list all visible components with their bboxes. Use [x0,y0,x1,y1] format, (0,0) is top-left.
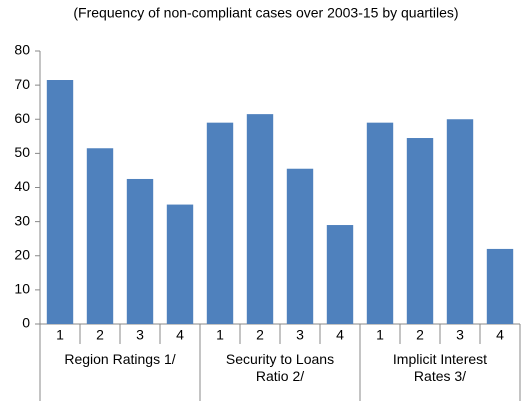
x-tick-label: 1 [56,327,64,343]
group-label: Region Ratings 1/ [64,351,176,367]
x-tick-label: 4 [496,327,504,343]
x-tick-label: 4 [336,327,344,343]
y-tick-label: 70 [14,76,30,92]
y-tick-label: 60 [14,110,30,126]
x-tick-label: 3 [136,327,144,343]
y-tick-label: 80 [14,42,30,58]
bar [206,122,234,324]
y-tick-label: 10 [14,281,30,297]
bar [406,138,434,324]
group-label: Implicit Interest Rates 3/ [392,351,488,384]
bar [326,225,354,324]
x-tick-label: 3 [296,327,304,343]
y-tick-label: 50 [14,144,30,160]
y-tick-label: 40 [14,178,30,194]
bar [86,148,114,324]
x-tick-label: 2 [96,327,104,343]
y-tick-label: 20 [14,246,30,262]
group-label: Security to Loans Ratio 2/ [225,351,335,384]
bar [286,168,314,324]
x-tick-label: 3 [456,327,464,343]
bar [46,80,74,324]
bar [126,178,154,324]
x-tick-label: 1 [216,327,224,343]
y-tick-label: 30 [14,212,30,228]
x-tick-label: 1 [376,327,384,343]
bar [446,119,474,324]
x-tick-label: 2 [256,327,264,343]
bar [486,248,514,324]
x-tick-label: 4 [176,327,184,343]
bar [246,114,274,324]
bar [366,122,394,324]
bar [166,204,194,324]
y-tick-label: 0 [22,315,30,331]
chart-title: (Frequency of non-compliant cases over 2… [73,5,458,21]
x-tick-label: 2 [416,327,424,343]
